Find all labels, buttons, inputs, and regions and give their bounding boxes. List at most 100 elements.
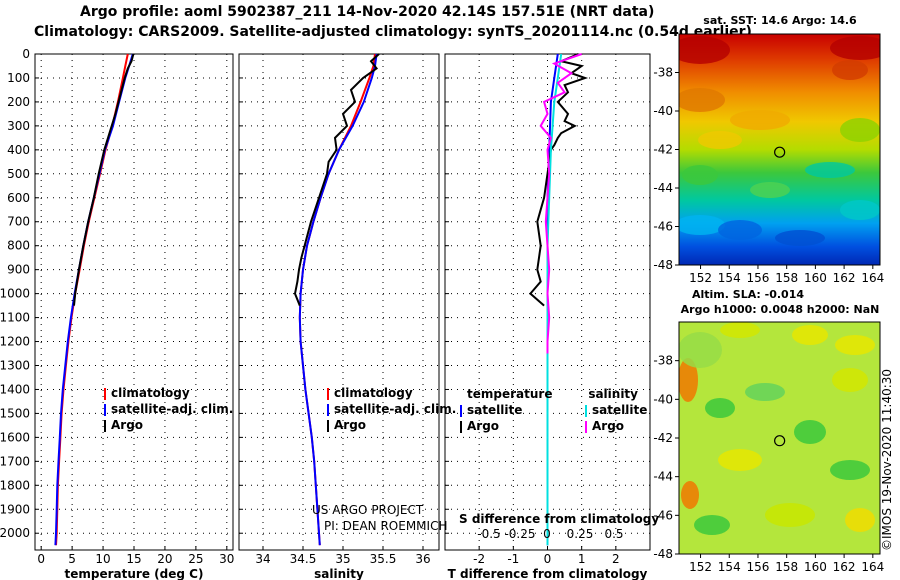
sst-patch <box>679 215 725 235</box>
depth-tick-label: 1700 <box>0 454 30 468</box>
x-tick-label-top: -0.25 <box>504 527 535 541</box>
x-tick-label: 35 <box>335 552 350 566</box>
map-y-tick-label: -48 <box>653 258 673 272</box>
x-tick-label: 5 <box>68 552 76 566</box>
legend-label: satellite-adj. clim. <box>111 402 233 416</box>
x-tick-label: 35.5 <box>370 552 397 566</box>
sst-patch <box>830 36 880 60</box>
sla-patch <box>720 322 760 338</box>
map-y-tick-label: -48 <box>653 547 673 561</box>
legend-label: climatology <box>334 386 413 400</box>
panel-frame-temperature <box>34 53 234 551</box>
legend-header: temperature <box>467 387 552 401</box>
map-x-tick-label: 164 <box>861 560 884 574</box>
series-line-climatology <box>298 53 376 546</box>
map-y-tick-label: -40 <box>653 104 673 118</box>
depth-tick-label: 400 <box>7 143 30 157</box>
map-y-tick-label: -42 <box>653 431 673 445</box>
depth-tick-label: 2000 <box>0 526 30 540</box>
x-tick-label: 15 <box>126 552 141 566</box>
annotation-text: US ARGO PROJECT <box>312 503 424 517</box>
map-x-tick-label: 154 <box>718 560 741 574</box>
depth-tick-label: 1900 <box>0 502 30 516</box>
x-tick-label: 2 <box>612 552 620 566</box>
depth-tick-label: 700 <box>7 215 30 229</box>
series-line-t-argo <box>528 53 589 307</box>
side-label: ©IMOS 19-Nov-2020 11:40:30 <box>880 369 894 551</box>
depth-tick-label: 0 <box>22 47 30 61</box>
map-x-tick-label: 158 <box>775 271 798 285</box>
depth-tick-label: 300 <box>7 119 30 133</box>
series-line-satellite-adj-clim- <box>298 53 378 546</box>
x-tick-label: 30 <box>219 552 234 566</box>
depth-tick-label: 1100 <box>0 311 30 325</box>
panel-frame-salinity <box>238 53 440 551</box>
x-tick-label: 34.5 <box>290 552 317 566</box>
sla-patch <box>830 460 870 480</box>
map-title-sst: sat. SST: 14.6 Argo: 14.6 <box>703 14 857 27</box>
legend-label: satellite <box>467 403 522 417</box>
chart-subtitle: Climatology: CARS2009. Satellite-adjuste… <box>34 24 752 40</box>
x-tick-label: -1 <box>507 552 519 566</box>
sst-patch <box>775 230 825 246</box>
legend-label: Argo <box>592 419 624 433</box>
map-y-tick-label: -38 <box>653 66 673 80</box>
map-x-tick-label: 156 <box>747 271 770 285</box>
x-tick-label: 20 <box>157 552 172 566</box>
map-x-tick-label: 164 <box>861 271 884 285</box>
legend-label: Argo <box>111 418 143 432</box>
x-tick-label: -2 <box>473 552 485 566</box>
sla-patch <box>792 325 828 345</box>
legend-header: salinity <box>588 387 638 401</box>
depth-tick-label: 1500 <box>0 406 30 420</box>
sla-patch <box>705 398 735 418</box>
map-x-tick-label: 158 <box>775 560 798 574</box>
annotation-text: PI: DEAN ROEMMICH <box>324 519 447 533</box>
x-tick-label-top: 0 <box>543 527 551 541</box>
depth-tick-label: 100 <box>7 71 30 85</box>
x-axis-label: temperature (deg C) <box>65 567 204 580</box>
depth-tick-label: 200 <box>7 95 30 109</box>
sla-patch <box>845 508 875 532</box>
x-tick-label: 34 <box>255 552 270 566</box>
sst-patch <box>682 165 718 185</box>
depth-tick-label: 1800 <box>0 478 30 492</box>
map-y-tick-label: -44 <box>653 181 673 195</box>
depth-tick-label: 1000 <box>0 287 30 301</box>
x-tick-label-top: 0.5 <box>604 527 623 541</box>
sst-patch <box>679 36 730 64</box>
sla-patch <box>681 481 699 509</box>
map-x-tick-label: 162 <box>833 271 856 285</box>
map-x-tick-label: 162 <box>833 560 856 574</box>
map-image-sst <box>679 34 880 265</box>
depth-tick-label: 1200 <box>0 335 30 349</box>
depth-tick-label: 600 <box>7 191 30 205</box>
sla-patch <box>794 420 826 444</box>
map-x-tick-label: 156 <box>747 560 770 574</box>
chart-title: Argo profile: aoml 5902387_211 14-Nov-20… <box>80 4 655 20</box>
map-y-tick-label: -40 <box>653 392 673 406</box>
map-y-tick-label: -46 <box>653 508 673 522</box>
x-axis-label: T difference from climatology <box>448 567 648 580</box>
legend-label: satellite-adj. clim. <box>334 402 456 416</box>
x-tick-label-top: 0.25 <box>567 527 594 541</box>
sla-patch <box>718 449 762 471</box>
map-x-tick-label: 160 <box>804 560 827 574</box>
series-line-satellite-adj-clim- <box>54 53 134 546</box>
depth-tick-label: 900 <box>7 263 30 277</box>
sst-patch <box>730 110 790 130</box>
map-x-tick-label: 152 <box>689 560 712 574</box>
sst-patch <box>832 60 868 80</box>
legend-label: Argo <box>467 419 499 433</box>
map-y-tick-label: -46 <box>653 220 673 234</box>
series-line-argo <box>73 53 135 306</box>
legend-label: Argo <box>334 418 366 432</box>
argo-location-marker <box>774 435 786 447</box>
sla-patch <box>765 503 815 527</box>
x-tick-label-top: -0.5 <box>477 527 500 541</box>
map-x-tick-label: 154 <box>718 271 741 285</box>
map-subtitle-sla: Argo h1000: 0.0048 h2000: NaN <box>681 303 880 316</box>
x-tick-label: 0 <box>37 552 45 566</box>
sla-patch <box>832 368 868 392</box>
